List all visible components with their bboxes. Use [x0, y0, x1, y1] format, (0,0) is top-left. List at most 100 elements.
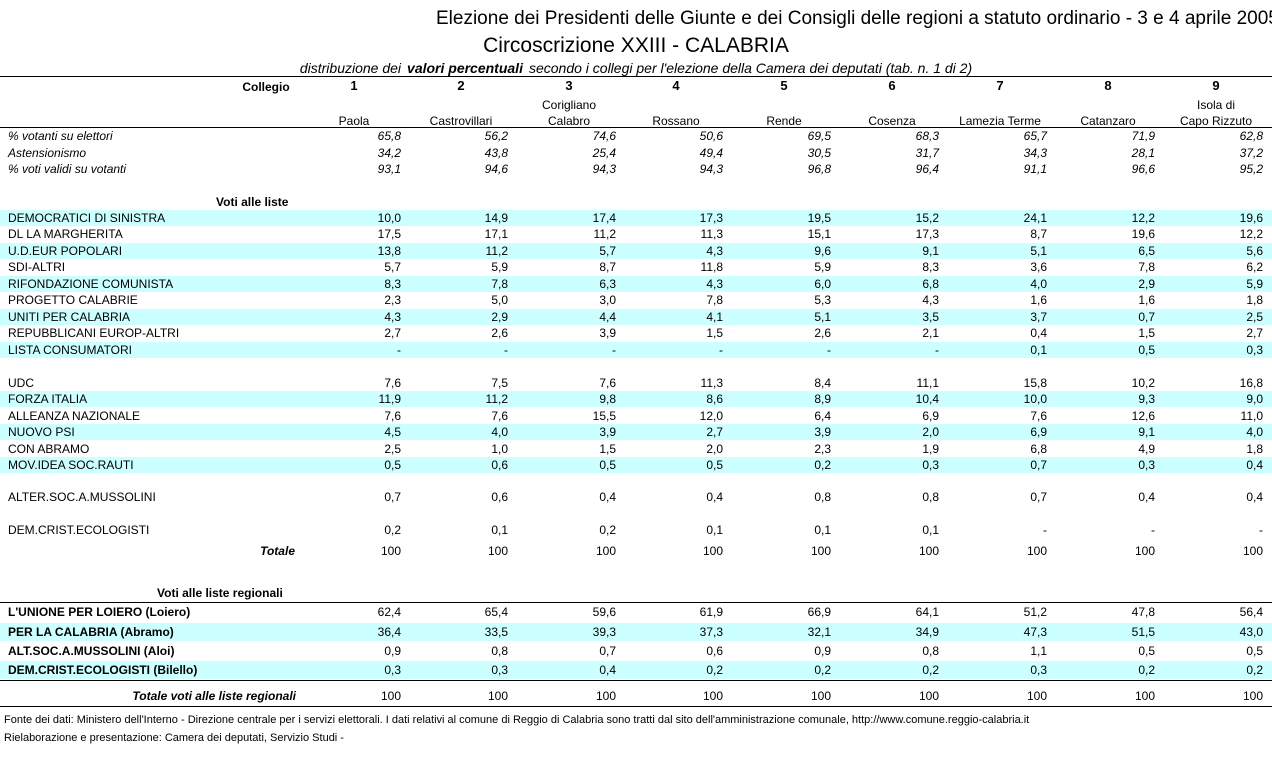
cell: 6,9 [1030, 425, 1047, 440]
cell: 3,9 [599, 425, 616, 440]
cell: 1,8 [1246, 441, 1263, 456]
row-band [0, 341, 1272, 358]
cell: 100 [918, 544, 939, 558]
cell: 13,8 [377, 243, 401, 258]
section-heading: Voti alle liste regionali [157, 586, 283, 600]
cell: 0,2 [1246, 663, 1263, 677]
cell: 100 [702, 544, 723, 558]
cell: 0,8 [922, 644, 939, 658]
cell: 0,5 [1138, 644, 1155, 658]
cell: 68,3 [915, 129, 939, 143]
cell: 32,1 [807, 625, 831, 639]
row-label: UNITI PER CALABRIA [8, 309, 131, 324]
caption: distribuzione dei valori percentuali secon… [0, 60, 1272, 76]
cell: 5,1 [1030, 243, 1047, 258]
cell: 8,3 [384, 276, 401, 291]
cell: 0,7 [384, 490, 401, 504]
cell: 2,7 [1246, 326, 1263, 341]
cell: 8,7 [599, 260, 616, 275]
cell: 7,6 [1030, 408, 1047, 423]
cell: 100 [487, 544, 508, 558]
cell: 51,5 [1131, 625, 1155, 639]
cell: - [1259, 523, 1263, 537]
footer-note: Rielaborazione e presentazione: Camera d… [4, 732, 344, 744]
cell: 19,5 [807, 211, 831, 225]
cell: 12,2 [1131, 211, 1155, 225]
column-name: Capo Rizzuto [1179, 114, 1253, 128]
cell: 10,2 [1131, 376, 1155, 390]
section-heading: Voti alle liste [216, 195, 289, 209]
column-name: Rossano [652, 114, 700, 128]
row-label: CON ABRAMO [8, 441, 90, 456]
cell: 2,5 [384, 441, 401, 456]
cell: 4,9 [1138, 441, 1155, 456]
row-band [0, 457, 1272, 474]
cell: 6,0 [814, 276, 831, 291]
cell: 0,6 [491, 490, 508, 504]
cell: 47,3 [1023, 625, 1047, 639]
cell: 0,7 [1030, 490, 1047, 504]
cell: 0,4 [599, 490, 616, 504]
cell: 95,2 [1239, 162, 1263, 176]
row-label: UDC [8, 376, 34, 390]
cell: 93,1 [377, 162, 401, 176]
row-label: DL LA MARGHERITA [8, 227, 123, 242]
cell: 30,5 [807, 146, 831, 160]
row-band [0, 242, 1272, 259]
cell: 5,7 [384, 260, 401, 275]
cell: 56,4 [1239, 605, 1263, 619]
cell: 43,0 [1239, 625, 1263, 639]
column-number: 2 [457, 78, 465, 93]
cell: 5,1 [814, 309, 831, 324]
cell: 0,8 [922, 490, 939, 504]
cell: 3,5 [922, 309, 939, 324]
cell: 74,6 [592, 129, 616, 143]
column-label: Collegio [242, 80, 290, 94]
cell: 2,5 [1246, 309, 1263, 324]
cell: 1,5 [599, 441, 616, 456]
cell: 0,9 [384, 644, 401, 658]
cell: 12,6 [1131, 408, 1155, 423]
cell: 50,6 [699, 129, 723, 143]
cell: 0,4 [1246, 458, 1263, 473]
cell: 6,9 [922, 408, 939, 423]
cell: 5,9 [491, 260, 508, 275]
cell: 0,3 [384, 663, 401, 677]
cell: 1,5 [706, 326, 723, 341]
cell: 1,0 [491, 441, 508, 456]
cell: 34,9 [915, 625, 939, 639]
cell: 0,3 [491, 663, 508, 677]
column-name: Paola [338, 114, 370, 128]
cell: 4,0 [491, 425, 508, 440]
cell: 5,9 [814, 260, 831, 275]
cell: 0,7 [1030, 458, 1047, 473]
cell: 9,1 [922, 243, 939, 258]
cell: - [719, 342, 723, 357]
cell: 4,0 [1246, 425, 1263, 440]
rule [0, 127, 1272, 128]
cell: 100 [595, 689, 616, 703]
cell: 100 [1026, 689, 1047, 703]
cell: 0,2 [706, 663, 723, 677]
cell: 0,6 [491, 458, 508, 473]
cell: 100 [1242, 689, 1263, 703]
cell: 65,8 [377, 129, 401, 143]
cell: 0,7 [1138, 309, 1155, 324]
row-label: L'UNIONE PER LOIERO (Loiero) [8, 605, 191, 619]
cell: 5,6 [1246, 243, 1263, 258]
column-number: 3 [565, 78, 573, 93]
row-label: DEMOCRATICI DI SINISTRA [8, 211, 166, 225]
cell: 100 [1242, 544, 1263, 558]
column-number: 9 [1212, 78, 1220, 93]
cell: 0,1 [1030, 342, 1047, 357]
cell: 100 [702, 689, 723, 703]
cell: 0,8 [491, 644, 508, 658]
cell: - [827, 342, 831, 357]
cell: 2,3 [814, 441, 831, 456]
column-name: Cosenza [868, 114, 916, 128]
cell: 2,7 [706, 425, 723, 440]
row-label: Astensionismo [8, 146, 87, 160]
cell: 100 [1134, 544, 1155, 558]
cell: 4,5 [384, 425, 401, 440]
cell: 0,2 [814, 663, 831, 677]
